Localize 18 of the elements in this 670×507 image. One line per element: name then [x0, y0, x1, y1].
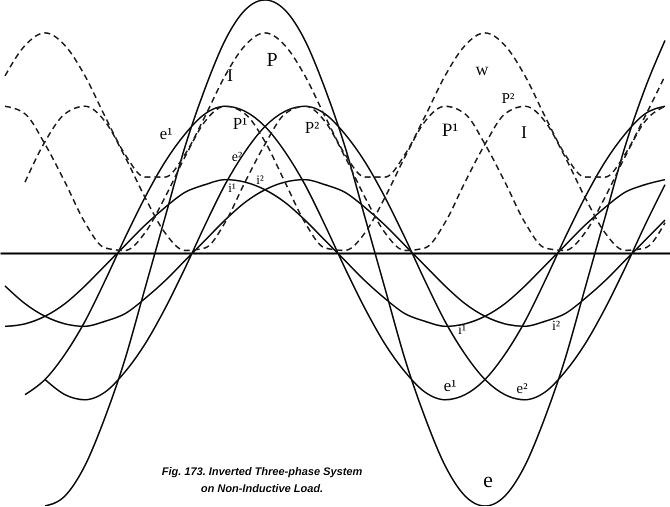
- annotation: I: [521, 122, 527, 142]
- annotation: P²: [502, 91, 515, 107]
- annotation: e¹: [444, 376, 456, 395]
- annotation: i¹: [458, 323, 466, 338]
- annotation: I: [227, 65, 233, 85]
- annotation: w: [476, 59, 488, 79]
- annotation: i²: [256, 172, 264, 187]
- annotation: P: [266, 49, 278, 71]
- annotation: e: [483, 467, 493, 492]
- annotation: i¹: [228, 180, 236, 195]
- annotation: i²: [552, 319, 560, 334]
- annotation: P²: [304, 118, 320, 137]
- annotation: Fig. 173. Inverted Three-phase System: [162, 466, 362, 478]
- annotation: e²: [516, 381, 528, 397]
- annotation: e¹: [160, 124, 172, 143]
- annotation: on Non-Inductive Load.: [200, 483, 324, 495]
- annotation: P¹: [232, 114, 248, 133]
- annotation: P¹: [442, 120, 458, 141]
